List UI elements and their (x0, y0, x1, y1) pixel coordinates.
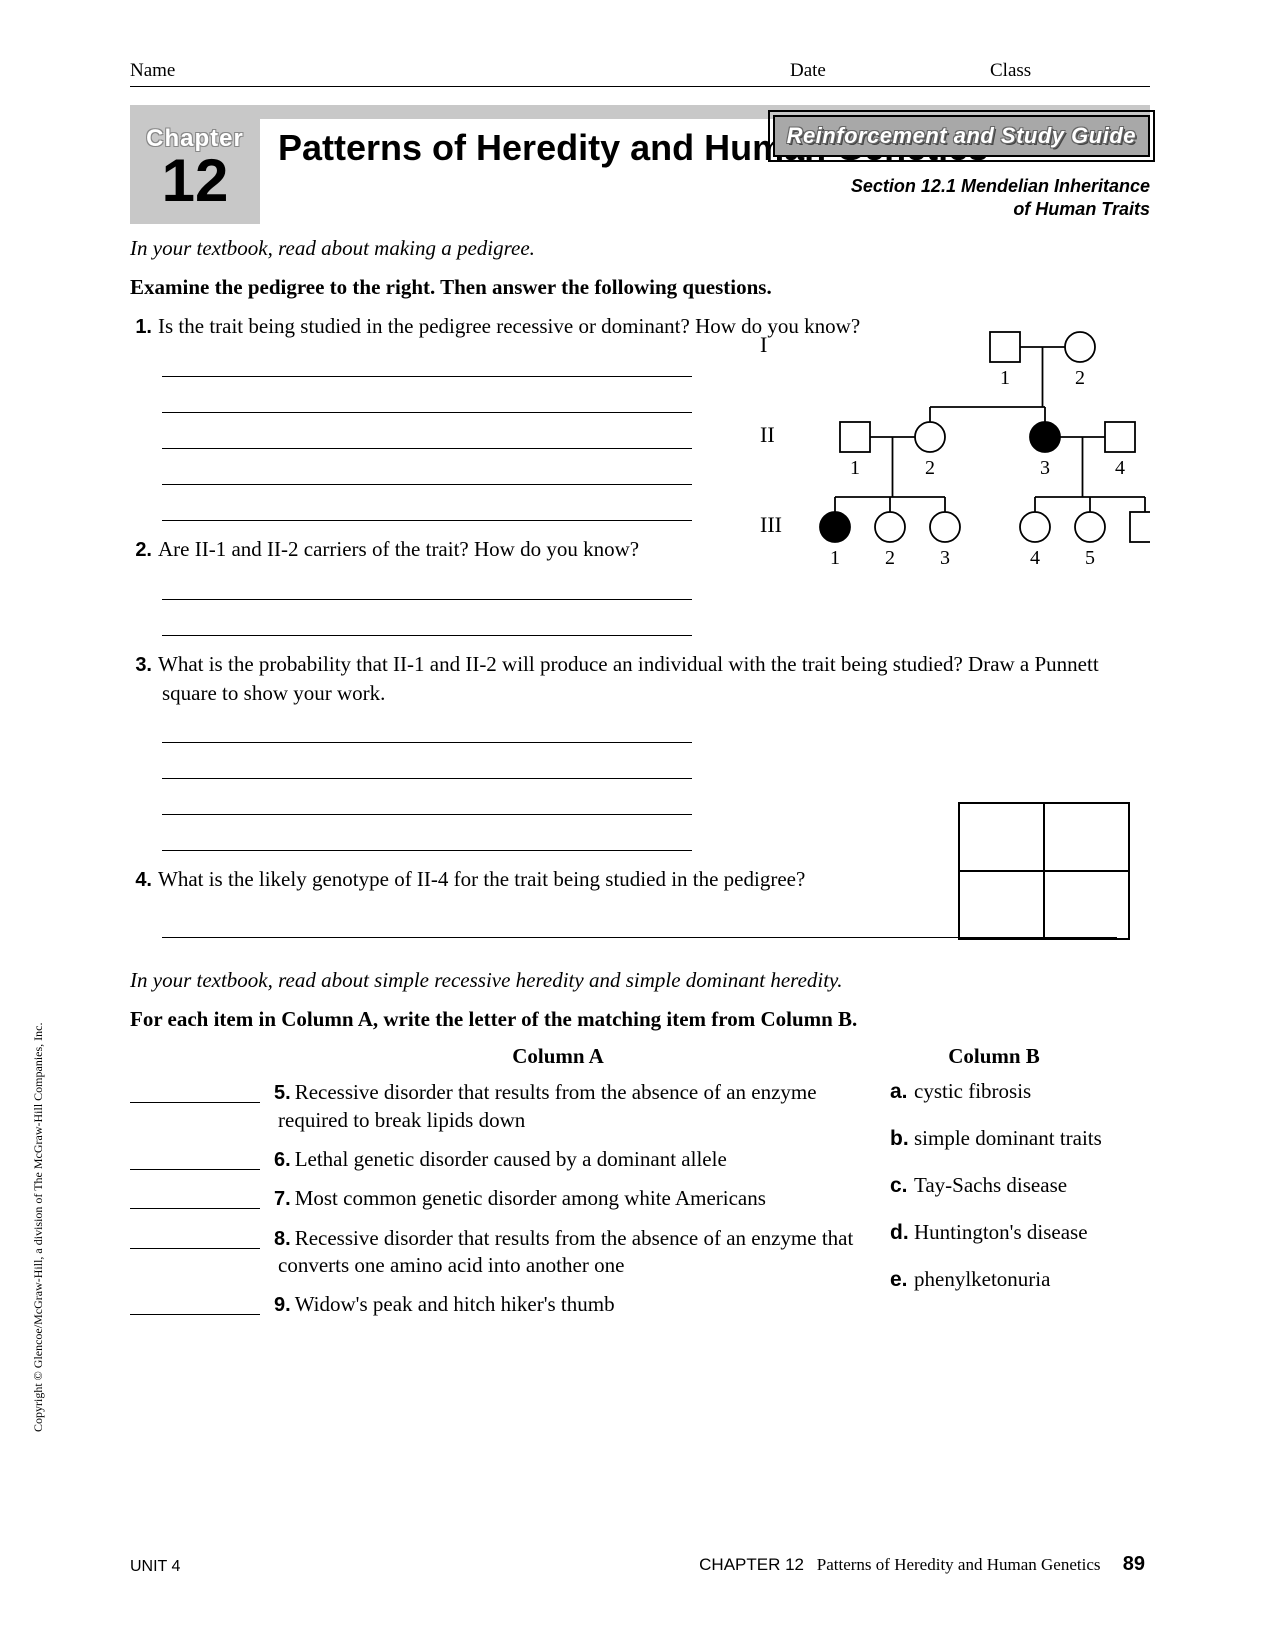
answer-line[interactable] (162, 491, 692, 521)
answer-blank[interactable] (130, 1185, 260, 1209)
svg-text:2: 2 (885, 547, 895, 569)
svg-text:I: I (760, 332, 767, 357)
answer-line[interactable] (162, 785, 692, 815)
intro-2: In your textbook, read about simple rece… (130, 968, 1150, 993)
date-label: Date (790, 60, 990, 82)
answer-line[interactable] (162, 419, 692, 449)
section-ref-line2: of Human Traits (1013, 199, 1150, 219)
svg-text:1: 1 (1000, 367, 1010, 389)
section-ref-line1: Section 12.1 Mendelian Inheritance (851, 176, 1150, 196)
footer-unit: UNIT 4 (130, 1558, 180, 1576)
study-guide-badge: Reinforcement and Study Guide (773, 115, 1150, 157)
option-e: e.phenylketonuria (890, 1267, 1150, 1292)
svg-text:II: II (760, 422, 775, 447)
instruction-2: For each item in Column A, write the let… (130, 1007, 1150, 1032)
answer-blank[interactable] (130, 1146, 260, 1170)
option-b: b.simple dominant traits (890, 1126, 1150, 1151)
q3-text: What is the probability that II-1 and II… (158, 652, 1099, 705)
page-number: 89 (1123, 1553, 1145, 1575)
option-d: d.Huntington's disease (890, 1220, 1150, 1245)
svg-text:5: 5 (1085, 547, 1095, 569)
svg-text:3: 3 (1040, 457, 1050, 479)
svg-text:2: 2 (1075, 367, 1085, 389)
title-block: Chapter 12 Patterns of Heredity and Huma… (130, 119, 1150, 224)
punnett-square[interactable] (958, 802, 1130, 940)
svg-text:3: 3 (940, 547, 950, 569)
q4-num: 4. (130, 867, 158, 894)
answer-line[interactable] (162, 383, 692, 413)
footer-chapter: CHAPTER 12 (699, 1555, 804, 1574)
chapter-number: 12 (162, 151, 229, 211)
chapter-box: Chapter 12 (130, 119, 260, 224)
class-label: Class (990, 60, 1150, 82)
svg-text:4: 4 (1115, 457, 1125, 479)
answer-line[interactable] (162, 455, 692, 485)
svg-text:1: 1 (830, 547, 840, 569)
instruction-1: Examine the pedigree to the right. Then … (130, 275, 1150, 300)
q1-num: 1. (130, 314, 158, 341)
answer-line[interactable] (162, 570, 692, 600)
q3-num: 3. (130, 652, 158, 679)
answer-line[interactable] (162, 713, 692, 743)
svg-text:III: III (760, 512, 782, 537)
column-b-header: Column B (838, 1044, 1150, 1069)
answer-line[interactable] (162, 347, 692, 377)
pedigree-diagram: IIIIII12123412345 (730, 312, 1150, 582)
svg-text:2: 2 (925, 457, 935, 479)
header-row: Name Date Class (130, 60, 1150, 87)
footer-title: Patterns of Heredity and Human Genetics (817, 1555, 1101, 1574)
badge-section: Reinforcement and Study Guide Section 12… (750, 115, 1150, 222)
answer-line[interactable] (162, 749, 692, 779)
answer-line[interactable] (162, 606, 692, 636)
q4-text: What is the likely genotype of II-4 for … (158, 867, 805, 891)
section-reference: Section 12.1 Mendelian Inheritance of Hu… (750, 175, 1150, 222)
column-headers: Column A Column B (130, 1044, 1150, 1069)
option-c: c.Tay-Sachs disease (890, 1173, 1150, 1198)
answer-line[interactable] (162, 821, 692, 851)
intro-1: In your textbook, read about making a pe… (130, 236, 1150, 261)
q2-num: 2. (130, 537, 158, 564)
column-b-list: a.cystic fibrosis b.simple dominant trai… (890, 1079, 1150, 1314)
svg-text:1: 1 (850, 457, 860, 479)
footer-right: CHAPTER 12 Patterns of Heredity and Huma… (699, 1553, 1145, 1576)
column-a-header: Column A (278, 1044, 838, 1069)
answer-blank[interactable] (130, 1225, 260, 1249)
question-area: IIIIII12123412345 1.Is the trait being s… (130, 312, 1150, 938)
svg-text:4: 4 (1030, 547, 1040, 569)
matching-columns: Column A Column B a.cystic fibrosis b.si… (130, 1044, 1150, 1318)
copyright-text: Copyright © Glencoe/McGraw-Hill, a divis… (31, 832, 46, 1432)
name-label: Name (130, 60, 790, 82)
answer-blank[interactable] (130, 1291, 260, 1315)
answer-blank[interactable] (130, 1079, 260, 1103)
option-a: a.cystic fibrosis (890, 1079, 1150, 1104)
q2-text: Are II-1 and II-2 carriers of the trait?… (158, 537, 639, 561)
